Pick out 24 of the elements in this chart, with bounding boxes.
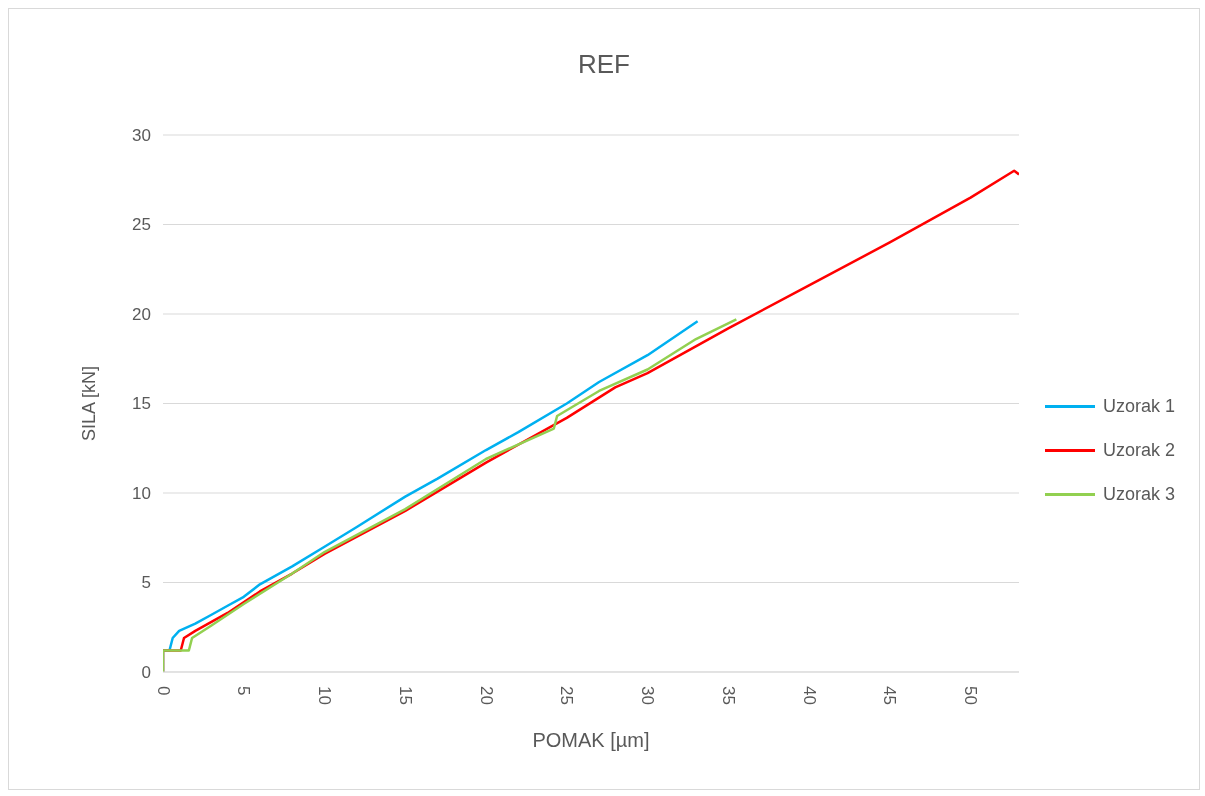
x-tick-label: 5 xyxy=(234,686,254,696)
y-tick-label: 5 xyxy=(141,573,151,592)
x-tick-label: 10 xyxy=(315,686,335,705)
x-tick-label: 45 xyxy=(880,686,900,705)
y-tick-label: 20 xyxy=(132,304,151,324)
x-tick-label: 15 xyxy=(395,686,415,705)
y-axis-title: SILA [kN] xyxy=(79,365,100,442)
y-tick-label: 15 xyxy=(132,394,151,413)
legend-label: Uzorak 1 xyxy=(1103,395,1176,417)
x-tick-label: 50 xyxy=(961,686,981,705)
legend-label: Uzorak 2 xyxy=(1103,439,1176,461)
y-tick-label: 25 xyxy=(132,215,151,234)
x-tick-label: 0 xyxy=(153,686,173,696)
legend-label: Uzorak 3 xyxy=(1103,483,1176,505)
x-tick-label: 25 xyxy=(557,686,577,705)
x-tick-label: 30 xyxy=(638,686,658,705)
x-tick-label: 20 xyxy=(476,686,496,705)
x-tick-label: 35 xyxy=(718,686,738,705)
x-axis-title: POMAK [µm] xyxy=(532,729,650,751)
y-tick-label: 10 xyxy=(132,483,151,503)
y-tick-label: 30 xyxy=(132,125,151,145)
y-tick-label: 0 xyxy=(141,662,151,682)
chart-title: REF xyxy=(577,49,631,80)
x-tick-label: 40 xyxy=(799,686,819,705)
